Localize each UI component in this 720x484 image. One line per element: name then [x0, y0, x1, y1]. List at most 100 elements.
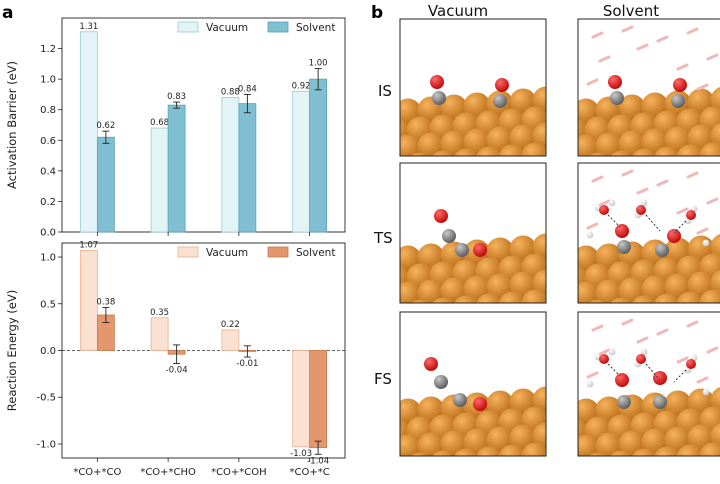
carbon-atom [453, 393, 467, 407]
water-molecule [621, 25, 634, 33]
hydrogen-atom [608, 348, 616, 356]
structure-image-1 [550, 18, 720, 164]
panel-a-letter: a [2, 3, 13, 23]
water-molecule [591, 324, 604, 332]
water-molecule [621, 169, 634, 177]
x-tick-label: *CO+*CO [73, 467, 121, 478]
column-title-vacuum: Vacuum [428, 2, 488, 20]
hydrogen-bond [645, 363, 661, 381]
copper-atom [372, 137, 399, 164]
data-label: 0.83 [167, 92, 186, 102]
data-label: 1.07 [79, 240, 98, 250]
copper-atom [710, 123, 720, 149]
water-molecule [636, 43, 649, 51]
water-molecule [591, 175, 604, 183]
data-label: -1.03 [290, 449, 312, 459]
copper-atom [476, 146, 502, 156]
copper-atom [595, 279, 623, 303]
water-molecule [598, 348, 611, 356]
copper-atom [544, 147, 546, 156]
water-molecule [686, 320, 699, 328]
carbon-atom [617, 395, 631, 409]
carbon-atom [442, 229, 456, 243]
carbon-atom [610, 91, 624, 105]
data-label: 0.92 [292, 81, 311, 91]
water-molecule [706, 346, 719, 354]
water-molecule [586, 222, 599, 230]
copper-atom [417, 279, 445, 303]
copper-atom [372, 284, 399, 311]
oxygen-atom [495, 78, 509, 92]
hydrogen-atom [640, 199, 648, 207]
structure-image-5 [577, 311, 720, 457]
water-molecule [686, 27, 699, 35]
copper-atom [610, 297, 632, 303]
copper-atom [372, 437, 399, 464]
water-molecule [598, 199, 611, 207]
copper-atom [432, 450, 454, 456]
x-tick-label: *CO+*CHO [140, 467, 196, 478]
copper-atom [654, 446, 680, 456]
copper-atom [544, 258, 546, 272]
y-tick-label: 0.0 [40, 228, 56, 239]
y-tick-label: 0.5 [40, 299, 56, 310]
water-oxygen-atom [686, 210, 696, 220]
copper-atom [654, 293, 680, 303]
bar-solvent [309, 350, 328, 449]
copper-atom [432, 297, 454, 303]
water-molecule [586, 371, 599, 379]
y-axis-title: Activation Barrier (eV) [5, 61, 19, 189]
column-title-solvent: Solvent [603, 2, 659, 20]
copper-atom [710, 387, 720, 413]
data-label: 0.22 [221, 320, 240, 330]
bar-vacuum [221, 329, 240, 351]
carbon-atom [432, 91, 446, 105]
copper-atom [521, 442, 546, 456]
y-tick-label: 0.6 [40, 136, 56, 147]
image-content [372, 75, 546, 164]
copper-atom [498, 291, 526, 303]
water-molecule [591, 31, 604, 39]
data-label: -0.04 [166, 366, 188, 376]
plot-frame [61, 17, 346, 233]
copper-atom [410, 152, 430, 156]
copper-atom [699, 142, 720, 156]
bar-vacuum [150, 127, 169, 233]
water-molecule [656, 328, 669, 336]
copper-atom [631, 448, 657, 456]
carbon-atom [671, 94, 685, 108]
copper-atom [550, 248, 577, 275]
copper-atom [432, 150, 454, 156]
oxygen-atom [667, 229, 681, 243]
copper-atom [631, 148, 657, 156]
water-molecule [676, 356, 689, 364]
row-label-fs: FS [374, 370, 392, 388]
panel-b-letter: b [371, 3, 383, 23]
water-molecule [696, 83, 709, 91]
copper-atom [453, 448, 479, 456]
legend-swatch-vacuum [177, 246, 199, 258]
carbon-atom [653, 395, 667, 409]
water-molecule [696, 376, 709, 384]
data-label: -0.01 [236, 359, 258, 369]
copper-atom [521, 142, 546, 156]
carbon-atom [493, 94, 507, 108]
copper-atom [550, 137, 577, 164]
y-tick-label: 0.2 [40, 197, 56, 208]
oxygen-atom [615, 373, 629, 387]
structure-image-0 [372, 18, 547, 164]
copper-atom [453, 295, 479, 303]
copper-atom [453, 148, 479, 156]
copper-atom [400, 134, 422, 156]
image-border [577, 311, 720, 457]
structure-image-3 [550, 162, 720, 304]
water-molecule [586, 78, 599, 86]
bar-vacuum [292, 350, 311, 448]
copper-atom [710, 234, 720, 260]
copper-atom [676, 144, 704, 156]
copper-atom [588, 299, 608, 303]
image-border [399, 162, 547, 304]
image-content [550, 25, 720, 164]
copper-atom [476, 293, 502, 303]
copper-atom [372, 401, 399, 428]
